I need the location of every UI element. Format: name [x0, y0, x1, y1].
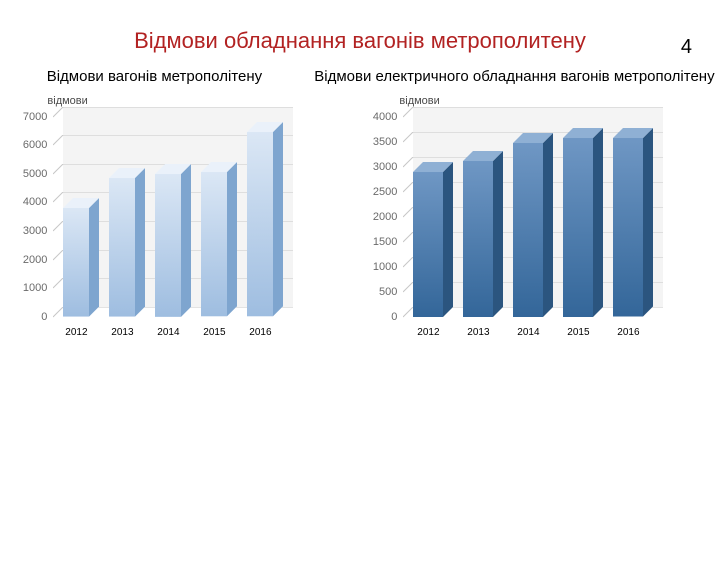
y-tick-label: 3000: [23, 225, 47, 237]
bar: [563, 128, 603, 317]
y-tick-label: 3000: [373, 161, 397, 173]
bar: [155, 164, 191, 317]
chart-left: відмови010002000300040005000600070002012…: [5, 95, 303, 347]
y-tick-label: 2000: [23, 254, 47, 266]
y-tick-label: 4000: [373, 111, 397, 123]
y-tick-label: 3500: [373, 136, 397, 148]
bar: [413, 162, 453, 317]
y-tick-label: 1000: [373, 261, 397, 273]
bar: [247, 122, 283, 316]
y-tick-label: 0: [391, 311, 397, 323]
bar: [109, 168, 145, 317]
x-tick-label: 2012: [413, 327, 443, 338]
plot-area: 0500100015002000250030003500400020122013…: [403, 117, 653, 317]
bar: [613, 128, 653, 317]
y-tick-label: 6000: [23, 139, 47, 151]
x-tick-label: 2016: [247, 327, 273, 338]
chart-right: відмови050010001500200025003000350040002…: [355, 95, 673, 347]
y-tick-label: 0: [41, 311, 47, 323]
x-axis-labels: 2012 2013 2014 2015 2016: [403, 327, 653, 338]
bar: [463, 151, 503, 317]
page-title: Відмови обладнання вагонів метрополитену: [0, 28, 720, 54]
y-tick-label: 5000: [23, 168, 47, 180]
x-tick-label: 2013: [109, 327, 135, 338]
bar: [63, 198, 99, 317]
y-tick-label: 4000: [23, 196, 47, 208]
y-axis-label: відмови: [399, 95, 439, 107]
x-tick-label: 2016: [613, 327, 643, 338]
chart-right-column: Відмови електричного обладнання вагонів …: [314, 68, 714, 347]
x-tick-label: 2015: [201, 327, 227, 338]
y-axis-label: відмови: [47, 95, 87, 107]
bar: [201, 162, 237, 316]
x-tick-label: 2014: [513, 327, 543, 338]
y-tick-label: 1500: [373, 236, 397, 248]
y-tick-label: 500: [379, 286, 397, 298]
x-tick-label: 2013: [463, 327, 493, 338]
y-tick-label: 7000: [23, 111, 47, 123]
x-tick-label: 2015: [563, 327, 593, 338]
x-axis-labels: 2012 2013 2014 2015 2016: [53, 327, 283, 338]
page-number: 4: [681, 36, 692, 59]
plot-area: 0100020003000400050006000700020122013201…: [53, 117, 283, 317]
x-tick-label: 2012: [63, 327, 89, 338]
x-tick-label: 2014: [155, 327, 181, 338]
grid-line: [403, 107, 663, 119]
bar: [513, 133, 553, 317]
charts-row: Відмови вагонів метрополітену відмови010…: [0, 68, 720, 347]
y-tick-label: 2500: [373, 186, 397, 198]
y-tick-label: 1000: [23, 282, 47, 294]
y-tick-label: 2000: [373, 211, 397, 223]
chart-left-column: Відмови вагонів метрополітену відмови010…: [5, 68, 303, 347]
chart-left-subtitle: Відмови вагонів метрополітену: [47, 68, 262, 87]
grid-line: [53, 107, 293, 119]
chart-right-subtitle: Відмови електричного обладнання вагонів …: [314, 68, 714, 87]
